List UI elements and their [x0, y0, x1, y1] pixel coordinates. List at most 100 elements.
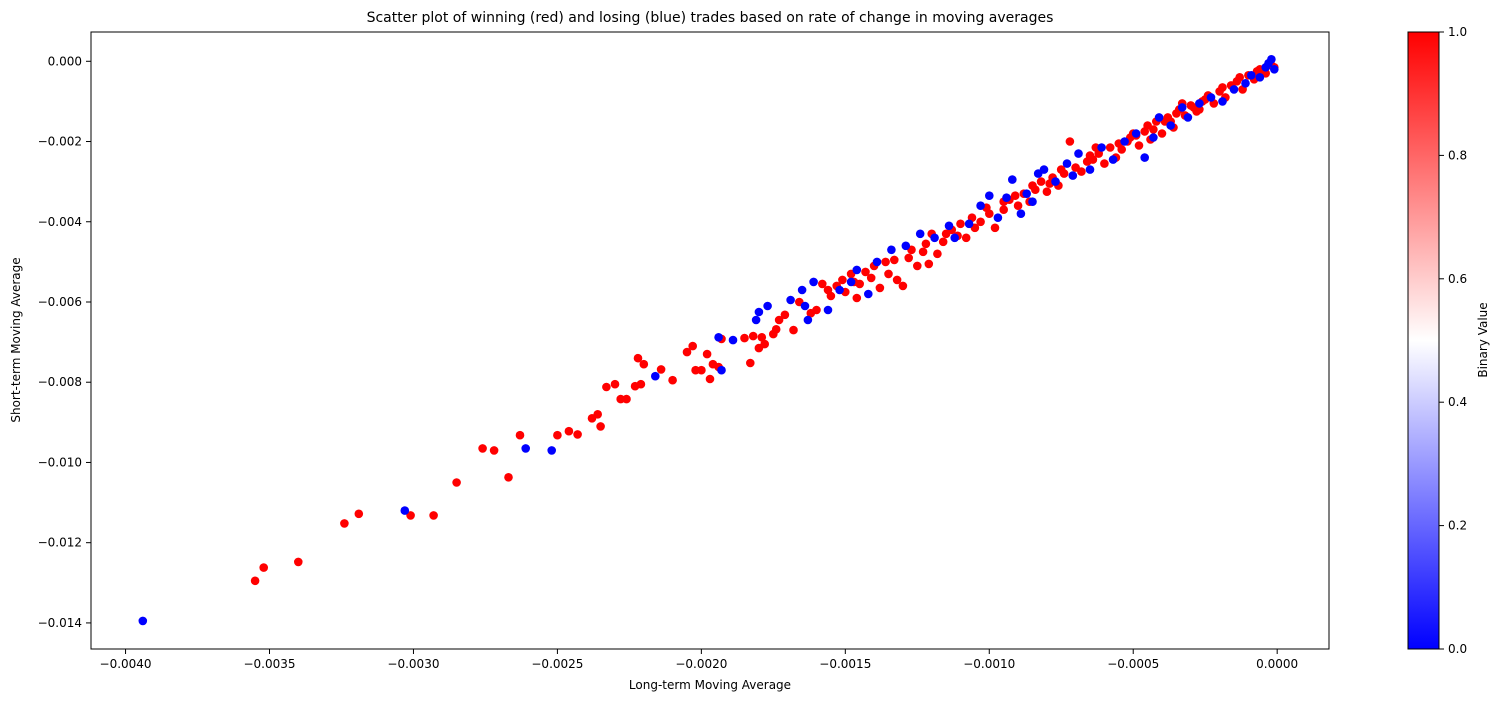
data-point [918, 247, 928, 257]
y-tick-label: −0.012 [38, 536, 82, 550]
data-point [999, 205, 1008, 214]
data-point [1100, 159, 1109, 168]
data-point [478, 444, 487, 453]
data-point [746, 358, 755, 368]
data-point [1183, 113, 1193, 122]
data-point [1120, 137, 1129, 146]
data-point [901, 241, 911, 251]
data-point [938, 237, 948, 247]
colorbar-tick-label: 0.8 [1448, 148, 1467, 162]
data-point [610, 379, 620, 389]
data-point [702, 349, 712, 359]
data-point [812, 305, 821, 315]
data-point [1085, 151, 1095, 160]
data-point [771, 325, 781, 334]
data-point [993, 213, 1003, 222]
data-point [1097, 143, 1106, 152]
data-point [803, 315, 813, 325]
data-point [1264, 59, 1273, 68]
data-point [826, 291, 836, 301]
x-axis-label: Long-term Moving Average [629, 678, 791, 692]
data-point [682, 347, 692, 357]
data-point [763, 301, 772, 311]
x-tick-label: −0.0035 [243, 657, 295, 671]
data-point [1247, 71, 1256, 80]
x-tick-label: −0.0020 [675, 657, 727, 671]
data-point [1166, 121, 1175, 130]
plot-frame [90, 31, 1330, 650]
colorbar-label: Binary Value [1476, 302, 1490, 377]
data-point [521, 444, 530, 453]
colorbar-tick-label: 0.2 [1448, 519, 1467, 533]
data-point [861, 267, 870, 277]
data-point [429, 511, 438, 520]
data-point [651, 371, 660, 381]
data-point [915, 229, 925, 239]
data-point [138, 616, 148, 626]
colorbar-tick-label: 0.4 [1448, 395, 1467, 409]
data-point [757, 333, 767, 342]
data-point [294, 557, 303, 567]
data-point [1074, 149, 1083, 158]
data-point [1056, 165, 1066, 174]
data-point [976, 201, 985, 210]
y-tick-label: −0.008 [38, 375, 82, 389]
data-point [809, 277, 818, 287]
data-point [714, 333, 723, 342]
data-point [1008, 175, 1017, 184]
data-point [1036, 177, 1046, 186]
data-point [1013, 201, 1023, 210]
data-point [1241, 79, 1250, 88]
data-point [913, 261, 922, 271]
x-tick-label: −0.0005 [1107, 657, 1159, 671]
data-point [1028, 197, 1037, 206]
data-point [852, 293, 862, 303]
data-point [1028, 181, 1037, 190]
data-point [924, 259, 934, 269]
data-point [1157, 129, 1167, 138]
data-point [564, 426, 574, 436]
data-point [789, 325, 798, 335]
data-point [846, 277, 856, 287]
data-point [250, 576, 260, 586]
data-point [944, 221, 954, 231]
data-point [892, 275, 902, 285]
data-point [930, 233, 939, 243]
data-point [728, 335, 738, 345]
data-point [452, 478, 461, 487]
chart-title: Scatter plot of winning (red) and losing… [367, 10, 1054, 26]
data-point [864, 289, 873, 299]
data-point [1010, 191, 1020, 200]
data-point [1229, 85, 1239, 94]
data-point [740, 333, 749, 343]
data-point [780, 310, 790, 320]
data-point [852, 265, 862, 275]
data-point [1172, 109, 1181, 118]
data-point [1039, 165, 1049, 174]
data-point [835, 285, 844, 295]
colorbar-tick-label: 0.0 [1448, 642, 1467, 656]
data-point [1068, 171, 1078, 180]
data-point [717, 365, 726, 375]
data-point [881, 257, 890, 267]
data-point [1022, 189, 1031, 198]
data-point [751, 315, 761, 325]
data-point [406, 511, 415, 520]
data-point [553, 430, 562, 440]
data-point [887, 245, 896, 255]
data-point [639, 359, 649, 369]
data-point [872, 257, 882, 267]
data-point [1108, 155, 1118, 164]
y-axis: 0.000 −0.002 −0.004 −0.006 −0.008 −0.010 −0.01… [38, 54, 91, 630]
data-point [515, 430, 525, 440]
x-tick-label: 0.0000 [1256, 657, 1298, 671]
x-tick-label: −0.0030 [387, 657, 439, 671]
data-point [1131, 129, 1141, 138]
data-point [1085, 165, 1095, 174]
data-point [838, 275, 847, 285]
data-point [921, 239, 931, 249]
data-point [1062, 159, 1072, 168]
data-point [593, 410, 602, 419]
data-point [259, 563, 269, 572]
